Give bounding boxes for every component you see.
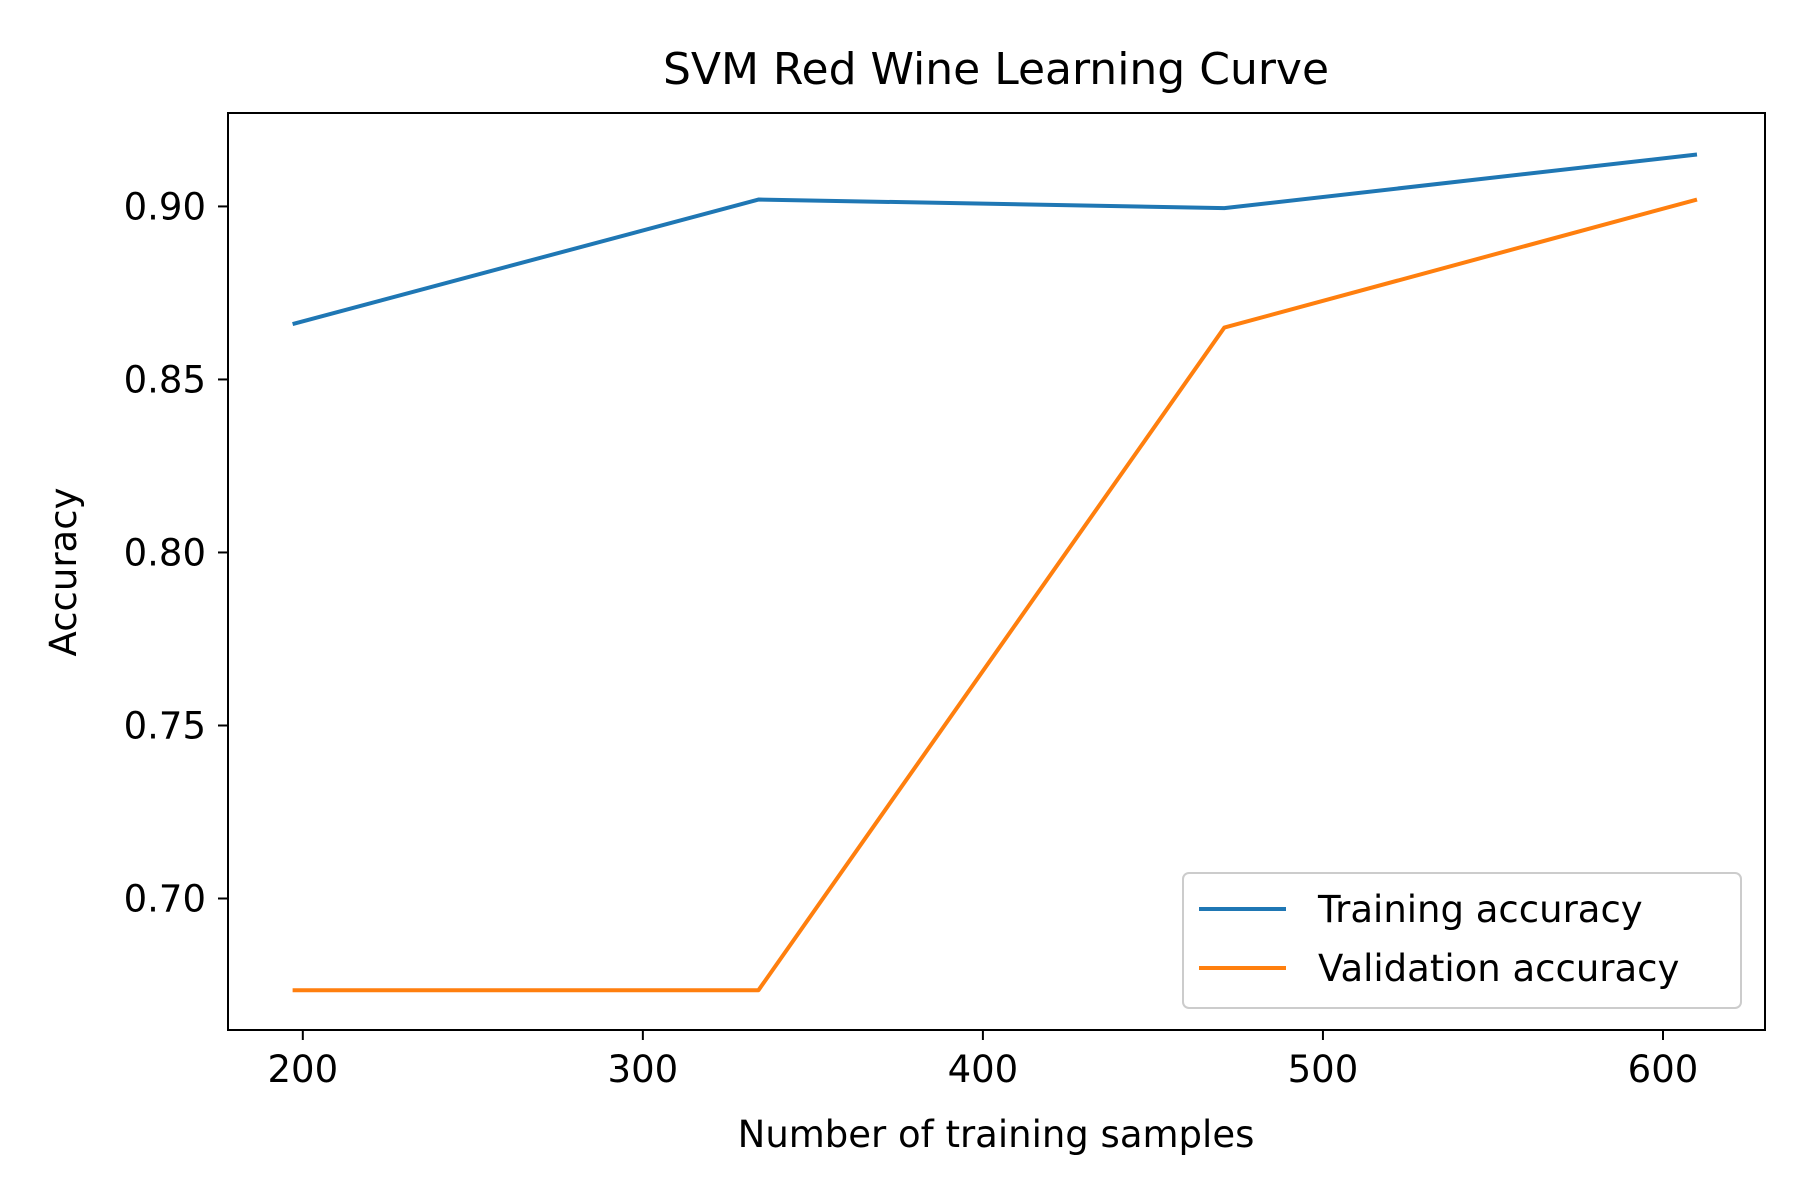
y-tick-label: 0.75 — [124, 704, 206, 747]
plot-frame — [227, 112, 1766, 1031]
y-tick-label: 0.85 — [124, 358, 206, 401]
plot-area — [227, 112, 1766, 1031]
y-tick-label: 0.80 — [124, 531, 206, 574]
y-axis-label: Accuracy — [42, 488, 85, 657]
legend-label-training: Training accuracy — [1317, 888, 1643, 931]
training-accuracy-line — [292, 152, 1698, 327]
x-tick-label: 500 — [1288, 1048, 1359, 1091]
x-tick-label: 400 — [948, 1048, 1019, 1091]
x-tick-label: 600 — [1628, 1048, 1699, 1091]
x-axis-label: Number of training samples — [738, 1113, 1255, 1156]
legend: Training accuracy Validation accuracy — [1182, 872, 1742, 1009]
x-tick-label: 200 — [267, 1048, 338, 1091]
legend-label-validation: Validation accuracy — [1318, 947, 1679, 990]
legend-box — [1182, 872, 1742, 1009]
series-lines — [292, 152, 1698, 993]
chart-title: SVM Red Wine Learning Curve — [663, 44, 1329, 95]
validation-accuracy-line — [292, 197, 1698, 993]
y-axis: 0.70 0.75 0.80 0.85 0.90 — [124, 185, 228, 921]
x-tick-label: 300 — [608, 1048, 679, 1091]
y-tick-label: 0.90 — [124, 185, 206, 228]
x-axis: 200 300 400 500 600 — [267, 1030, 1698, 1091]
y-tick-label: 0.70 — [124, 878, 206, 921]
